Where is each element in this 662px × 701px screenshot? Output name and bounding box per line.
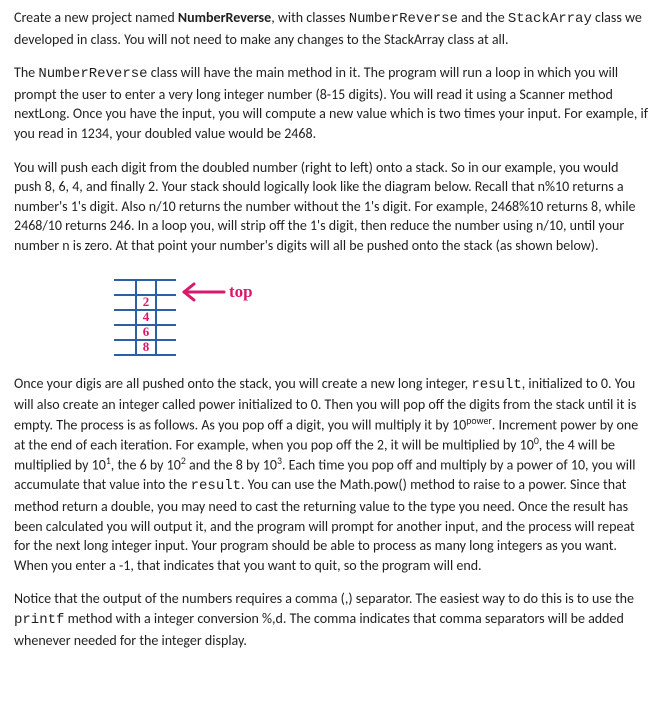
text: and the xyxy=(458,9,508,26)
paragraph-2: The NumberReverse class will have the ma… xyxy=(14,63,648,143)
stack-svg: 2 4 6 8 top xyxy=(114,270,334,360)
text: You will push each digit from the double… xyxy=(14,159,636,254)
paragraph-3: You will push each digit from the double… xyxy=(14,158,648,256)
code-text: StackArray xyxy=(508,11,592,27)
code-text: result xyxy=(471,377,521,393)
bold-text: NumberReverse xyxy=(178,9,271,26)
code-text: NumberReverse xyxy=(349,11,458,27)
paragraph-4: Once your digis are all pushed onto the … xyxy=(14,374,648,576)
stack-diagram: 2 4 6 8 top xyxy=(114,270,648,360)
text: Notice that the output of the numbers re… xyxy=(14,590,634,607)
text: and the 8 by 10 xyxy=(186,457,277,474)
stack-digit-2: 6 xyxy=(143,324,150,339)
code-text: NumberReverse xyxy=(38,66,147,82)
text: , with classes xyxy=(271,9,349,26)
code-text: result xyxy=(191,478,241,494)
text: Once your digis are all pushed onto the … xyxy=(14,375,471,392)
paragraph-1: Create a new project named NumberReverse… xyxy=(14,8,648,49)
text: Create a new project named xyxy=(14,9,178,26)
text: , the 6 by 10 xyxy=(111,457,181,474)
top-label: top xyxy=(229,282,253,301)
stack-digit-0: 2 xyxy=(143,294,150,309)
sup: power xyxy=(466,415,491,427)
paragraph-5: Notice that the output of the numbers re… xyxy=(14,589,648,650)
text: The xyxy=(14,64,38,81)
stack-digit-3: 8 xyxy=(143,339,150,354)
code-text: printf xyxy=(14,612,64,628)
text: method with a integer conversion %,d. Th… xyxy=(14,610,624,649)
stack-digit-1: 4 xyxy=(143,309,150,324)
